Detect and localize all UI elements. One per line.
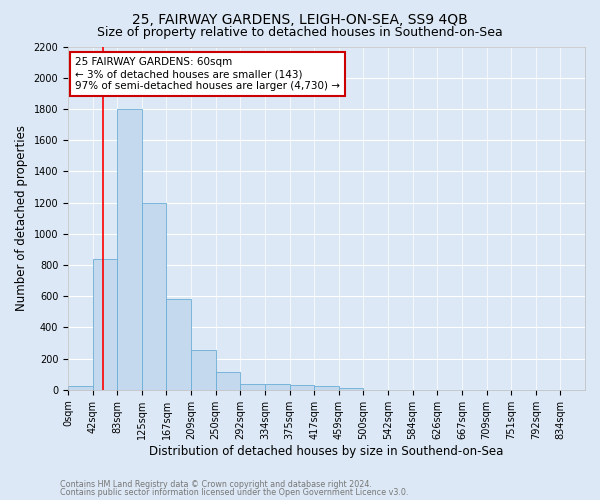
- X-axis label: Distribution of detached houses by size in Southend-on-Sea: Distribution of detached houses by size …: [149, 444, 504, 458]
- Bar: [92, 259, 117, 390]
- Bar: [314, 386, 339, 390]
- Text: 25, FAIRWAY GARDENS, LEIGH-ON-SEA, SS9 4QB: 25, FAIRWAY GARDENS, LEIGH-ON-SEA, SS9 4…: [132, 12, 468, 26]
- Bar: [191, 350, 216, 390]
- Y-axis label: Number of detached properties: Number of detached properties: [15, 125, 28, 311]
- Bar: [166, 300, 191, 390]
- Bar: [216, 372, 241, 390]
- Bar: [117, 109, 142, 390]
- Bar: [265, 384, 290, 390]
- Text: 25 FAIRWAY GARDENS: 60sqm
← 3% of detached houses are smaller (143)
97% of semi-: 25 FAIRWAY GARDENS: 60sqm ← 3% of detach…: [75, 58, 340, 90]
- Text: Size of property relative to detached houses in Southend-on-Sea: Size of property relative to detached ho…: [97, 26, 503, 39]
- Bar: [68, 386, 92, 390]
- Text: Contains public sector information licensed under the Open Government Licence v3: Contains public sector information licen…: [60, 488, 409, 497]
- Bar: [290, 386, 314, 390]
- Bar: [241, 384, 265, 390]
- Text: Contains HM Land Registry data © Crown copyright and database right 2024.: Contains HM Land Registry data © Crown c…: [60, 480, 372, 489]
- Bar: [339, 388, 364, 390]
- Bar: [142, 202, 166, 390]
